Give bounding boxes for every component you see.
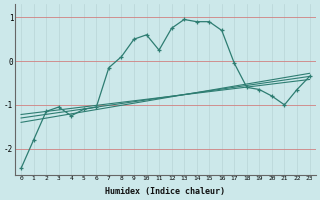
- X-axis label: Humidex (Indice chaleur): Humidex (Indice chaleur): [105, 187, 225, 196]
